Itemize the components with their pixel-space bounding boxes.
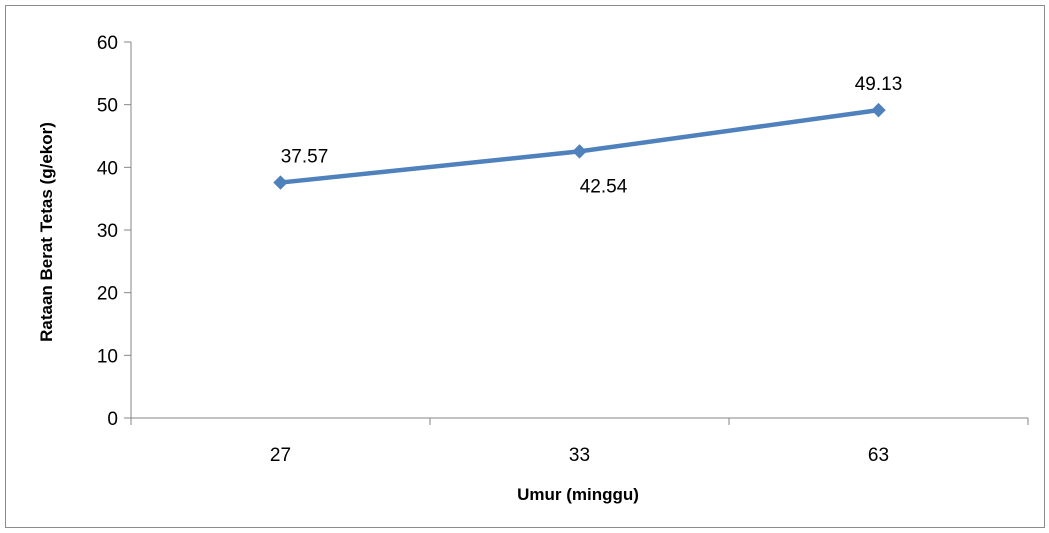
y-tick-label: 10: [97, 346, 118, 367]
x-axis: 27 33 63: [130, 417, 1029, 466]
data-labels: 37.57 42.54 49.13: [281, 74, 903, 197]
chart-border: [5, 5, 1045, 528]
data-label: 49.13: [855, 74, 903, 95]
y-axis-title: Rataan Berat Tetas (g/ekor): [37, 122, 56, 342]
y-axis: 0 10 20 30 40 50 60: [97, 33, 132, 430]
data-point-marker: [273, 175, 288, 190]
data-point-marker: [572, 144, 587, 159]
x-tick-label: 33: [569, 445, 590, 466]
data-point-marker: [871, 102, 886, 118]
y-tick-label: 50: [97, 96, 118, 117]
x-tick-label: 27: [270, 445, 291, 466]
y-tick-label: 40: [97, 158, 118, 179]
data-label: 42.54: [580, 176, 628, 197]
y-tick-label: 20: [97, 284, 118, 305]
series-line-group: [273, 102, 886, 190]
y-tick-label: 0: [107, 409, 118, 430]
x-axis-title: Umur (minggu): [517, 485, 639, 504]
x-tick-label: 63: [868, 445, 889, 466]
y-tick-label: 60: [97, 33, 118, 54]
data-label: 37.57: [281, 147, 329, 168]
y-tick-label: 30: [97, 221, 118, 242]
